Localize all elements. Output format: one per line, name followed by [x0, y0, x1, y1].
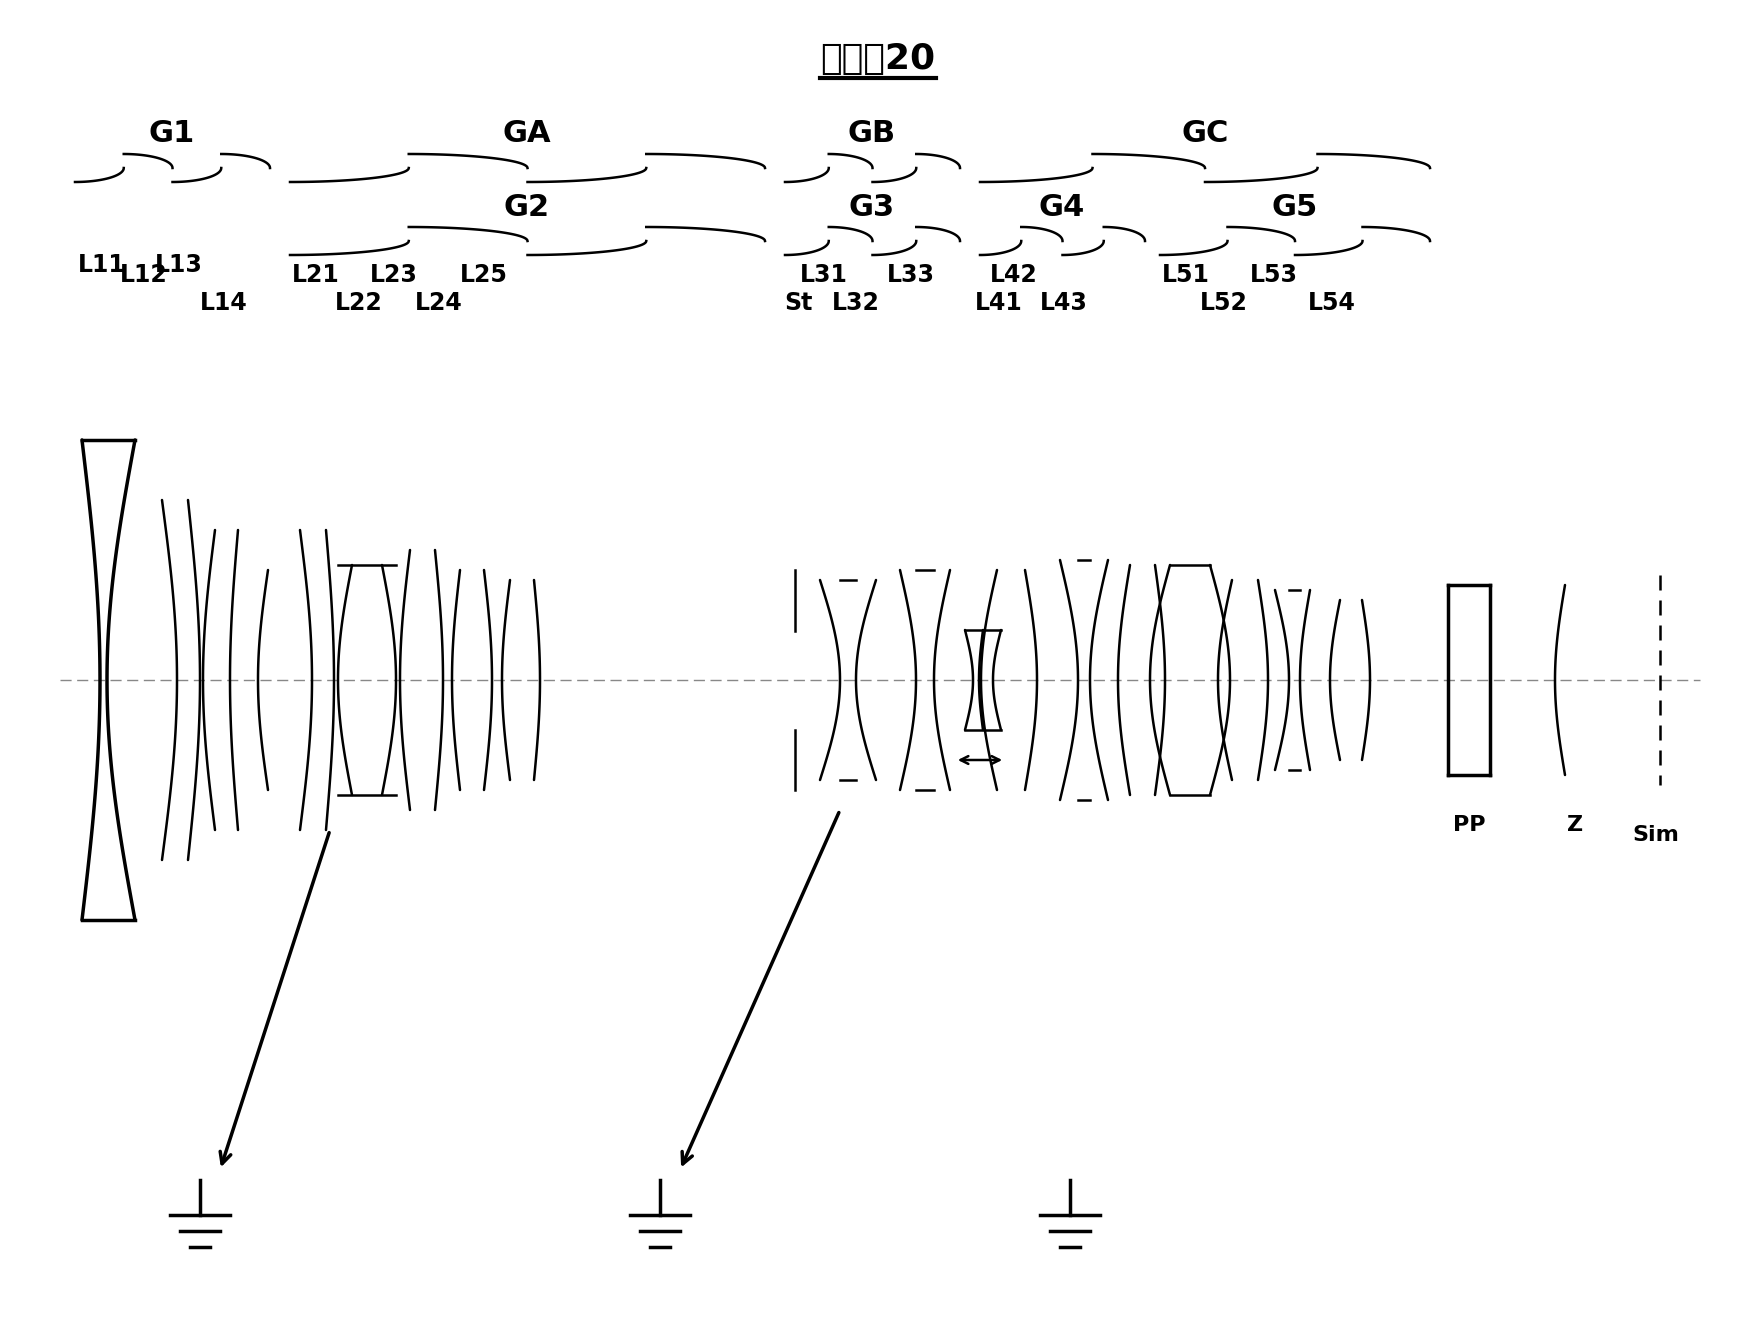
Text: Sim: Sim [1632, 825, 1678, 845]
Text: L43: L43 [1039, 291, 1088, 315]
Text: L51: L51 [1162, 264, 1209, 287]
Text: L11: L11 [77, 253, 126, 277]
Text: G1: G1 [149, 119, 195, 148]
Text: GA: GA [502, 119, 551, 148]
Text: L23: L23 [370, 264, 418, 287]
Text: L12: L12 [119, 264, 168, 287]
Text: St: St [783, 291, 813, 315]
Text: 実施例20: 実施例20 [820, 42, 935, 76]
Text: L52: L52 [1199, 291, 1248, 315]
Text: GB: GB [848, 119, 895, 148]
Text: Z: Z [1565, 815, 1583, 836]
Text: L32: L32 [832, 291, 879, 315]
Text: G4: G4 [1039, 192, 1085, 221]
Text: G2: G2 [504, 192, 549, 221]
Text: G3: G3 [848, 192, 895, 221]
Text: PP: PP [1451, 815, 1485, 836]
Text: L25: L25 [460, 264, 507, 287]
Text: L13: L13 [154, 253, 204, 277]
Text: L21: L21 [291, 264, 339, 287]
Text: L24: L24 [414, 291, 463, 315]
Text: L53: L53 [1250, 264, 1297, 287]
Text: L41: L41 [974, 291, 1021, 315]
Text: L31: L31 [800, 264, 848, 287]
Text: G5: G5 [1271, 192, 1318, 221]
Text: L33: L33 [886, 264, 934, 287]
Text: L14: L14 [200, 291, 247, 315]
Text: L42: L42 [990, 264, 1037, 287]
Text: L54: L54 [1307, 291, 1355, 315]
Text: L22: L22 [335, 291, 383, 315]
Text: GC: GC [1181, 119, 1228, 148]
